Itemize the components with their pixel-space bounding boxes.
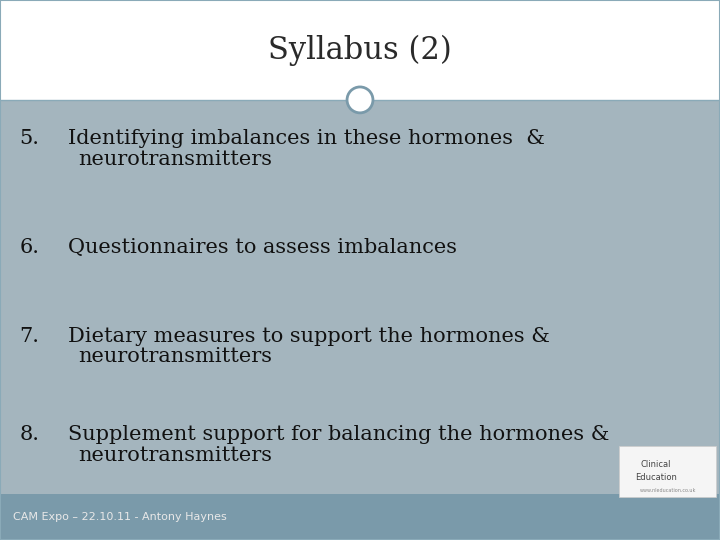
- Text: neurotransmitters: neurotransmitters: [78, 446, 271, 464]
- Bar: [0, 100, 720, 494]
- Ellipse shape: [347, 87, 373, 113]
- Bar: [619, 446, 716, 497]
- Text: Education: Education: [635, 473, 677, 482]
- Text: Identifying imbalances in these hormones  &: Identifying imbalances in these hormones…: [68, 130, 545, 148]
- Text: 7.: 7.: [19, 327, 40, 346]
- Text: Syllabus (2): Syllabus (2): [268, 35, 452, 65]
- Text: 5.: 5.: [19, 130, 40, 148]
- Text: 6.: 6.: [19, 238, 40, 257]
- Text: Clinical: Clinical: [641, 461, 671, 469]
- Bar: [0, 494, 720, 540]
- Text: Questionnaires to assess imbalances: Questionnaires to assess imbalances: [68, 238, 457, 257]
- Bar: [0, 0, 720, 100]
- Text: 8.: 8.: [19, 425, 40, 444]
- Text: CAM Expo – 22.10.11 - Antony Haynes: CAM Expo – 22.10.11 - Antony Haynes: [13, 512, 227, 522]
- Text: Supplement support for balancing the hormones &: Supplement support for balancing the hor…: [68, 425, 610, 444]
- Text: neurotransmitters: neurotransmitters: [78, 347, 271, 366]
- Text: neurotransmitters: neurotransmitters: [78, 150, 271, 169]
- Text: Dietary measures to support the hormones &: Dietary measures to support the hormones…: [68, 327, 550, 346]
- Text: www.nleducation.co.uk: www.nleducation.co.uk: [639, 488, 696, 493]
